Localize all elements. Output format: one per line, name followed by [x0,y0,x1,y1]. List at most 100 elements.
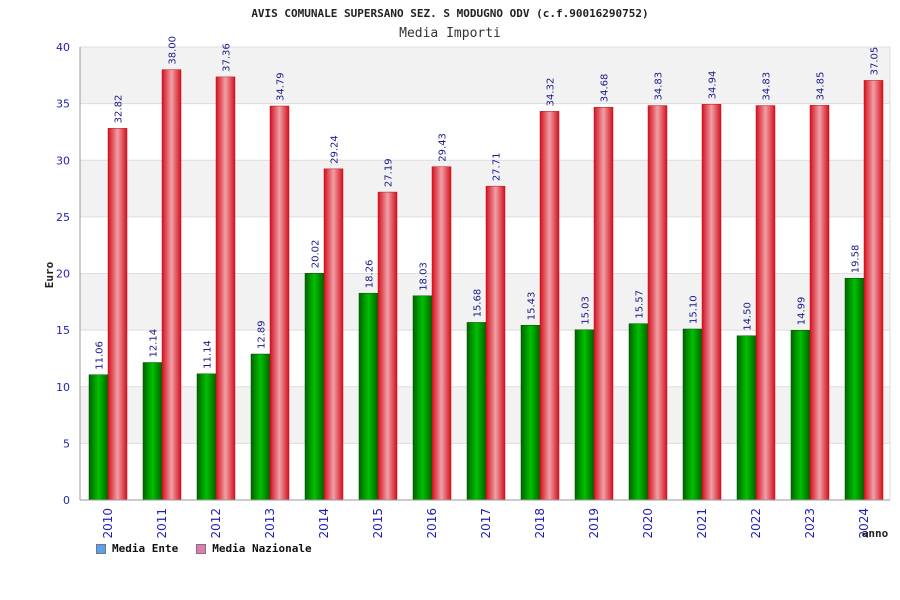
bar-media-nazionale-2015 [377,191,398,501]
data-label: 11.06 [95,341,106,370]
legend-swatch-media-nazionale [196,543,207,554]
x-tick-label: 2019 [587,508,601,539]
x-tick-label: 2020 [641,508,655,539]
x-tick-label: 2014 [317,508,331,539]
data-label: 37.05 [870,47,881,76]
data-label: 14.50 [743,302,754,331]
data-label: 15.03 [581,296,592,325]
data-label: 15.57 [635,290,646,319]
bar-media-ente-2010 [88,374,109,501]
y-axis-label: Euro [43,261,56,288]
data-label: 20.02 [311,240,322,269]
data-label: 38.00 [168,36,179,65]
legend-item-media-nazionale: Media Nazionale [196,542,312,555]
x-tick-label: 2024 [857,508,871,539]
data-label: 15.43 [527,292,538,321]
data-labels: 11.06 32.82 12.14 38.00 11.14 37.36 12.89 34.79… [95,36,881,370]
data-label: 27.19 [384,158,395,187]
y-tick-label: 40 [56,41,70,54]
bar-media-ente-2013 [250,353,271,501]
bar-media-nazionale-2023 [809,105,830,501]
data-label: 34.83 [762,72,773,101]
chart-subtitle: Media Importi [399,26,501,41]
y-tick-label: 15 [56,324,70,337]
y-tick-label: 20 [56,268,70,281]
bar-media-ente-2011 [142,362,163,501]
data-label: 15.68 [473,289,484,318]
bar-media-nazionale-2016 [431,166,452,501]
legend-label-media-ente: Media Ente [112,542,179,555]
chart-title: AVIS COMUNALE SUPERSANO SEZ. S MODUGNO O… [251,7,648,20]
bar-media-nazionale-2021 [701,104,722,501]
y-tick-label: 25 [56,211,70,224]
y-tick-label: 5 [63,437,70,450]
bars [88,69,884,501]
legend-swatch-media-ente [96,543,106,554]
bar-media-ente-2020 [628,323,649,501]
bar-media-nazionale-2022 [755,105,776,501]
x-tick-label: 2013 [263,508,277,539]
x-tick-label: 2021 [695,508,709,539]
bar-media-ente-2014 [304,273,325,501]
x-tick-label: 2023 [803,508,817,539]
bar-media-ente-2012 [196,373,217,501]
bar-media-nazionale-2024 [863,80,884,501]
x-axis-label: anno [862,527,889,540]
bar-media-nazionale-2018 [539,111,560,501]
legend-label-media-nazionale: Media Nazionale [212,542,312,555]
data-label: 18.26 [365,260,376,289]
data-label: 29.43 [438,133,449,162]
x-tick-label: 2018 [533,508,547,539]
bar-media-ente-2019 [574,329,595,501]
x-tick-label: 2022 [749,508,763,539]
bar-media-nazionale-2020 [647,105,668,501]
data-label: 19.58 [851,245,862,274]
bar-media-ente-2022 [736,335,757,501]
data-label: 27.71 [492,153,503,182]
bar-media-nazionale-2019 [593,106,614,501]
data-label: 34.94 [708,71,719,100]
grid-band [80,273,890,331]
x-tick-label: 2011 [155,508,169,539]
x-axis-ticks: 2010 2011 2012 2013 2014 2015 2016 2017 2018 2019… [101,508,871,539]
y-tick-label: 30 [56,154,70,167]
data-label: 18.03 [419,262,430,291]
bar-media-ente-2015 [358,292,379,501]
bar-media-nazionale-2010 [107,128,128,501]
data-label: 15.10 [689,295,700,324]
bar-media-ente-2021 [682,328,703,501]
grid-band [80,47,890,104]
y-axis-ticks: 0 5 10 15 20 25 30 35 40 [56,41,70,507]
bar-media-ente-2024 [844,278,865,501]
data-label: 34.83 [654,72,665,101]
data-label: 37.36 [222,43,233,72]
x-tick-label: 2012 [209,508,223,539]
data-label: 14.99 [797,297,808,326]
bar-media-ente-2016 [412,295,433,501]
data-label: 34.85 [816,72,827,101]
data-label: 34.79 [276,72,287,101]
data-label: 12.89 [257,320,268,349]
bar-media-ente-2017 [466,322,487,501]
bar-media-nazionale-2011 [161,69,182,501]
data-label: 29.24 [330,135,341,164]
x-tick-label: 2015 [371,508,385,539]
bar-media-ente-2023 [790,329,811,501]
data-label: 12.14 [149,329,160,358]
data-label: 32.82 [114,95,125,124]
bar-media-nazionale-2013 [269,105,290,501]
bar-media-nazionale-2012 [215,76,236,501]
legend-item-media-ente: Media Ente [96,542,178,555]
data-label: 11.14 [203,340,214,369]
grid-band [80,103,890,161]
y-tick-label: 35 [56,98,70,111]
bar-media-nazionale-2017 [485,185,506,501]
x-tick-label: 2010 [101,508,115,539]
bar-media-nazionale-2014 [323,168,344,501]
x-tick-label: 2017 [479,508,493,539]
y-tick-label: 10 [56,381,70,394]
grid-band [80,160,890,217]
x-tick-label: 2016 [425,508,439,539]
y-tick-label: 0 [63,494,70,507]
